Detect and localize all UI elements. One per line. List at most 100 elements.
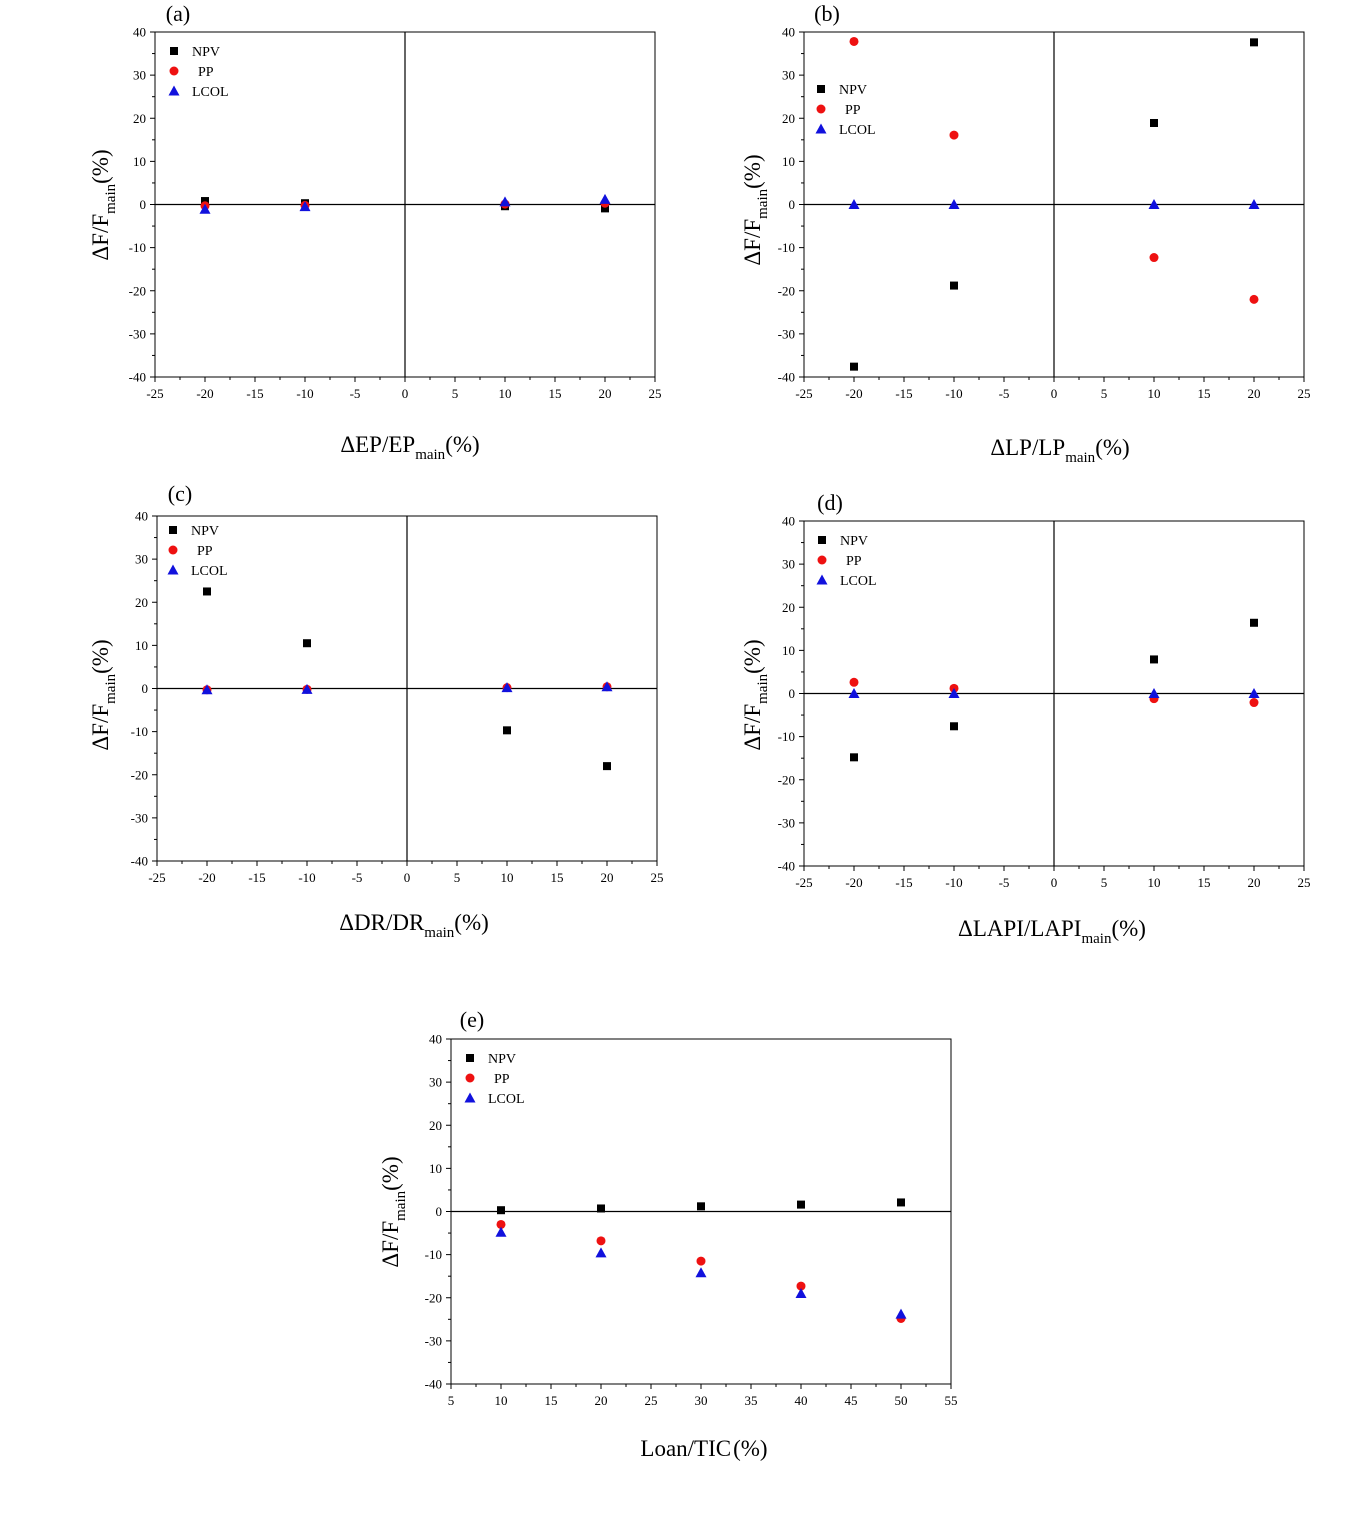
x-tick-label: 0 xyxy=(1051,875,1058,890)
y-tick-label: 40 xyxy=(782,514,795,529)
point-npv xyxy=(1150,118,1158,127)
point-npv xyxy=(850,753,858,762)
point-npv xyxy=(303,639,311,648)
legend-label-pp: PP xyxy=(197,544,213,559)
y-tick-label: 30 xyxy=(133,68,146,83)
y-tick-label: -20 xyxy=(778,772,795,787)
point-npv xyxy=(697,1202,705,1211)
x-tick-label: 10 xyxy=(501,870,514,885)
y-axis-title: ΔF/Fmain(%) xyxy=(88,639,119,750)
y-tick-label: 10 xyxy=(782,154,795,169)
legend-label-npv: NPV xyxy=(191,524,219,539)
point-npv xyxy=(201,197,209,206)
legend-marker-npv xyxy=(466,1054,474,1062)
x-tick-label: -25 xyxy=(146,386,163,401)
panel-label: (e) xyxy=(460,1007,484,1032)
x-tick-label: -10 xyxy=(298,870,315,885)
y-tick-label: -30 xyxy=(778,815,795,830)
legend-label-pp: PP xyxy=(198,65,214,80)
y-tick-label: -10 xyxy=(778,729,795,744)
legend-marker-pp xyxy=(816,104,826,114)
x-tick-label: -20 xyxy=(196,386,213,401)
y-tick-label: -40 xyxy=(778,370,795,385)
x-tick-label: 0 xyxy=(402,386,409,401)
panel-label: (b) xyxy=(814,1,840,26)
y-tick-label: -20 xyxy=(778,283,795,298)
x-tick-label: -5 xyxy=(999,875,1010,890)
legend-label-pp: PP xyxy=(494,1072,510,1087)
legend-label-lcol: LCOL xyxy=(840,574,877,589)
chart-panel-a: -25 -20 -15 -10 -5 0 5 10 15 20 25 -40 -30 -20 -10 0 10 2… xyxy=(88,1,662,463)
x-tick-label: 25 xyxy=(645,1393,658,1408)
point-npv xyxy=(897,1198,905,1207)
point-lcol xyxy=(599,193,611,204)
y-tick-label: 20 xyxy=(133,111,146,126)
x-tick-label: 0 xyxy=(1051,386,1058,401)
legend-label-npv: NPV xyxy=(192,45,220,60)
y-tick-label: 0 xyxy=(789,686,796,701)
x-tick-label: 30 xyxy=(695,1393,708,1408)
x-tick-label: -10 xyxy=(945,875,962,890)
x-tick-label: 25 xyxy=(651,870,664,885)
x-tick-label: 25 xyxy=(1298,386,1311,401)
y-tick-label: 0 xyxy=(140,197,147,212)
x-tick-label: -15 xyxy=(246,386,263,401)
x-tick-label: 20 xyxy=(1248,875,1261,890)
x-tick-label: 10 xyxy=(499,386,512,401)
y-tick-label: -10 xyxy=(131,724,148,739)
x-tick-label: 10 xyxy=(1148,875,1161,890)
legend-marker-npv xyxy=(169,526,177,534)
point-pp xyxy=(496,1219,506,1229)
y-tick-label: 10 xyxy=(135,638,148,653)
y-tick-label: 40 xyxy=(133,25,146,40)
legend-marker-npv xyxy=(818,536,826,544)
y-axis-title: ΔF/Fmain(%) xyxy=(740,154,771,265)
y-tick-label: 40 xyxy=(429,1032,442,1047)
panel-label: (a) xyxy=(166,1,190,26)
point-npv xyxy=(850,362,858,371)
point-pp xyxy=(949,130,959,140)
x-tick-label: -15 xyxy=(895,386,912,401)
x-tick-label: -5 xyxy=(352,870,363,885)
point-lcol xyxy=(1248,688,1260,698)
legend-marker-pp xyxy=(465,1073,475,1083)
legend-marker-lcol xyxy=(464,1092,476,1103)
x-tick-label: 20 xyxy=(1248,386,1261,401)
point-npv xyxy=(1250,38,1258,47)
point-lcol xyxy=(201,684,213,695)
legend-marker-pp xyxy=(169,66,179,76)
point-npv xyxy=(950,281,958,290)
legend-label-npv: NPV xyxy=(488,1052,516,1067)
y-tick-label: -40 xyxy=(778,859,795,874)
y-tick-label: 30 xyxy=(782,68,795,83)
x-tick-label: -25 xyxy=(795,386,812,401)
y-tick-label: -10 xyxy=(425,1247,442,1262)
legend-marker-lcol xyxy=(167,564,179,575)
x-tick-label: 15 xyxy=(549,386,562,401)
y-tick-label: 20 xyxy=(782,600,795,615)
x-tick-label: -20 xyxy=(845,386,862,401)
point-lcol xyxy=(795,1287,807,1298)
point-npv xyxy=(950,722,958,731)
legend-marker-pp xyxy=(817,555,827,565)
x-tick-label: 15 xyxy=(1198,386,1211,401)
x-tick-label: -25 xyxy=(795,875,812,890)
point-lcol xyxy=(301,683,313,694)
point-pp xyxy=(849,36,859,46)
legend-label-npv: NPV xyxy=(840,534,868,549)
y-tick-label: 0 xyxy=(142,681,149,696)
legend-label-lcol: LCOL xyxy=(191,564,228,579)
legend-label-lcol: LCOL xyxy=(839,123,876,138)
x-tick-label: -25 xyxy=(148,870,165,885)
y-tick-label: -30 xyxy=(778,326,795,341)
y-tick-label: 10 xyxy=(782,643,795,658)
point-lcol xyxy=(895,1308,907,1319)
x-tick-label: 40 xyxy=(795,1393,808,1408)
point-npv xyxy=(503,726,511,735)
point-npv xyxy=(603,762,611,771)
x-tick-label: 35 xyxy=(745,1393,758,1408)
y-tick-label: 30 xyxy=(782,557,795,572)
y-tick-label: 40 xyxy=(782,25,795,40)
y-tick-label: 30 xyxy=(135,552,148,567)
point-pp xyxy=(849,677,859,687)
